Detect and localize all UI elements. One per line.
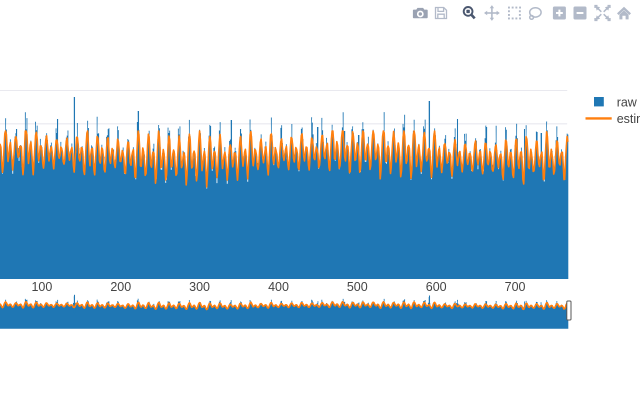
svg-text:500: 500	[347, 280, 368, 294]
svg-text:200: 200	[110, 280, 131, 294]
svg-text:700: 700	[505, 280, 526, 294]
svg-text:400: 400	[268, 280, 289, 294]
svg-text:raw: raw	[617, 95, 638, 109]
svg-text:300: 300	[189, 280, 210, 294]
svg-text:600: 600	[426, 280, 447, 294]
svg-text:estimate: estimate	[617, 112, 640, 126]
svg-text:100: 100	[31, 280, 52, 294]
